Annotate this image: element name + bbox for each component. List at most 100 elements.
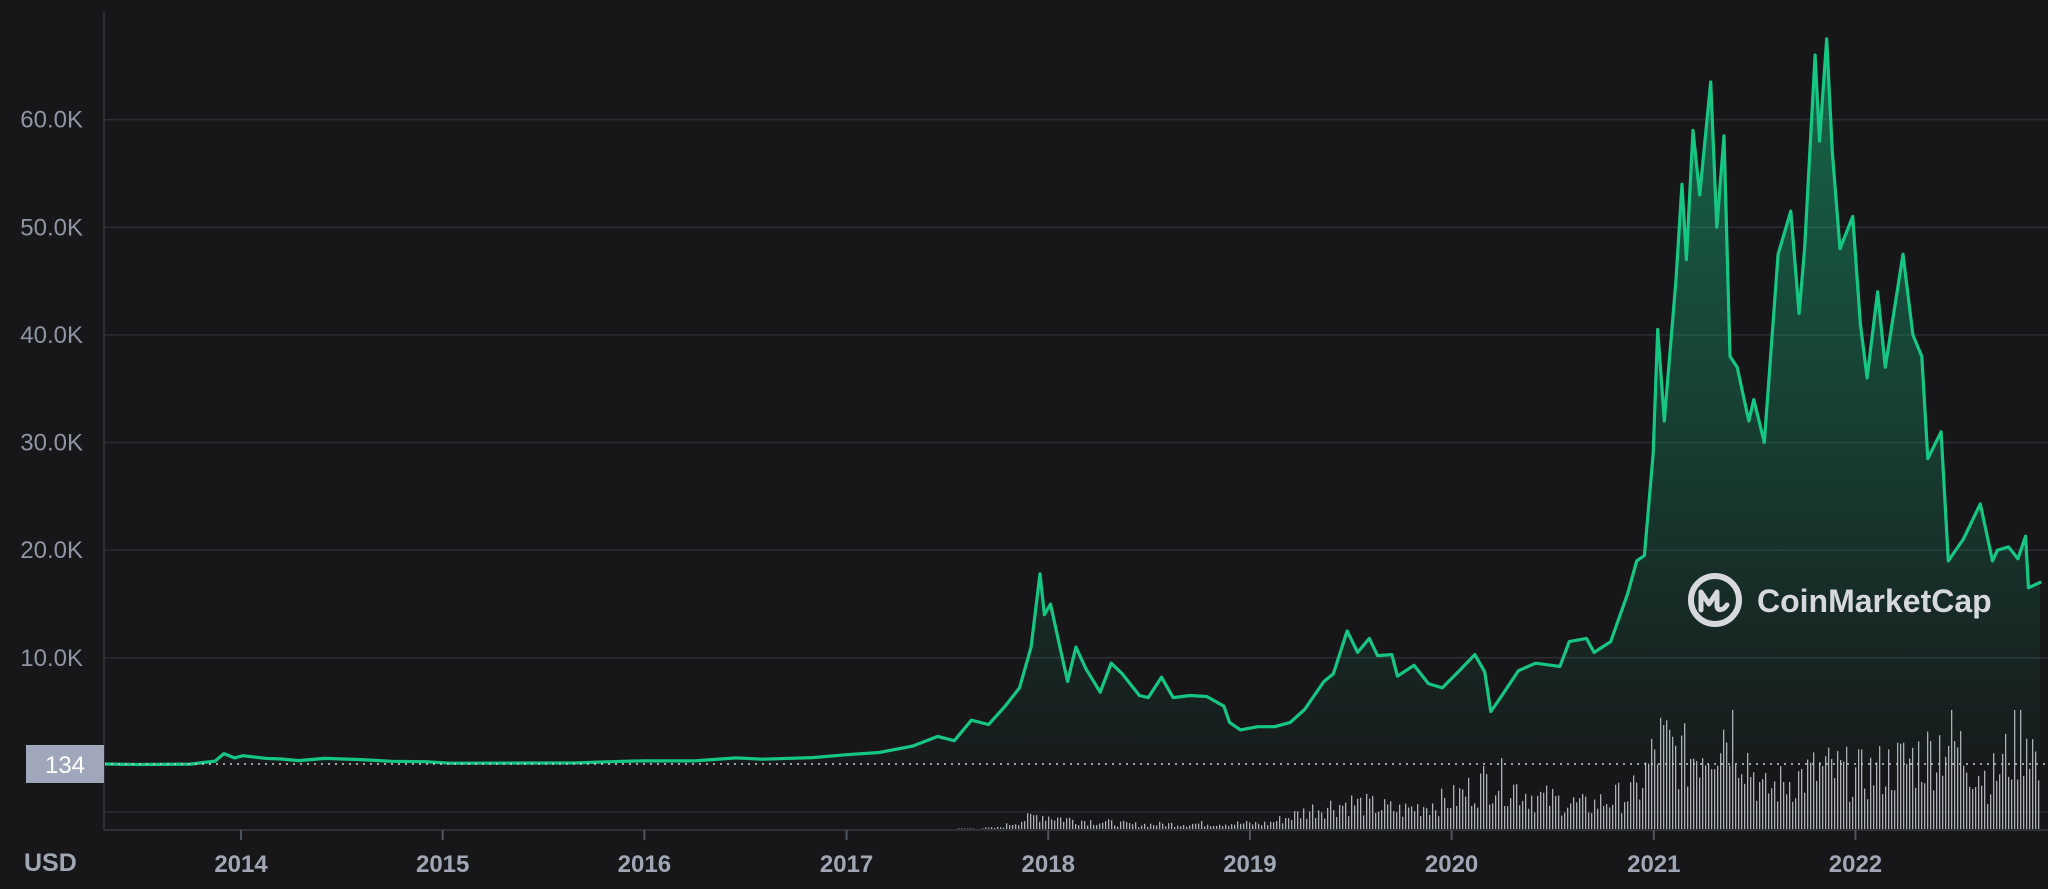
volume-bar [1954, 741, 1956, 830]
x-tick-label: 2020 [1425, 851, 1478, 878]
x-tick-label: 2022 [1829, 851, 1882, 878]
volume-bar [1981, 785, 1983, 830]
volume-bar [1936, 772, 1938, 830]
volume-bar [1069, 817, 1071, 830]
volume-bar [1975, 786, 1977, 830]
volume-bar [1792, 801, 1794, 830]
volume-bar [1963, 765, 1965, 830]
reference-price-badge: 134 [26, 744, 104, 783]
volume-bar [1039, 821, 1041, 830]
volume-bar [1372, 796, 1374, 830]
price-line [102, 37, 2042, 767]
volume-bar [1027, 813, 1029, 830]
y-tick-label: 60.0K [20, 107, 83, 134]
volume-bar [1810, 762, 1812, 830]
volume-bar [1483, 765, 1485, 830]
volume-bar [1291, 819, 1293, 830]
volume-bar [2026, 738, 2028, 830]
volume-bar [1021, 821, 1023, 830]
volume-bar [1198, 823, 1200, 830]
volume-bar [1660, 717, 1662, 830]
volume-bar [1087, 825, 1089, 830]
volume-bar [1468, 777, 1470, 830]
volume-bar [1564, 812, 1566, 830]
volume-bar [1477, 807, 1479, 830]
volume-bar [1009, 825, 1011, 830]
volume-bar [1717, 765, 1719, 830]
volume-bar [1705, 765, 1707, 830]
volume-bar [1414, 811, 1416, 830]
volume-bar [1702, 758, 1704, 830]
volume-bar [988, 827, 990, 830]
y-tick-label: 50.0K [20, 214, 83, 241]
y-tick-label: 20.0K [20, 537, 83, 564]
volume-bar [1294, 811, 1296, 830]
volume-bar [1288, 818, 1290, 830]
volume-bar [1642, 788, 1644, 830]
volume-bar [1948, 745, 1950, 830]
volume-bar [1582, 794, 1584, 830]
volume-bar [1879, 746, 1881, 830]
volume-bar [1738, 777, 1740, 830]
volume-bar [1996, 780, 1998, 830]
volume-bar [1846, 746, 1848, 830]
volume-bar [1213, 825, 1215, 830]
volume-bar [1282, 823, 1284, 830]
volume-bar [1999, 774, 2001, 830]
volume-bar [1003, 827, 1005, 830]
volume-bar [1051, 819, 1053, 830]
volume-bar [997, 827, 999, 830]
volume-bar [1783, 782, 1785, 830]
volume-bar [1639, 799, 1641, 830]
volume-bar [1108, 819, 1110, 830]
volume-bar [1000, 827, 1002, 830]
volume-bar [1357, 798, 1359, 830]
volume-bar [1303, 808, 1305, 830]
y-tick-label: 10.0K [20, 645, 83, 672]
volume-bar [2005, 733, 2007, 830]
volume-bar [1951, 710, 1953, 830]
grid-lines [104, 118, 2048, 813]
volume-bar [1816, 780, 1818, 830]
volume-bar [1960, 730, 1962, 830]
volume-bar [1822, 766, 1824, 830]
volume-bar [1168, 823, 1170, 830]
reference-price-badge-bg [26, 744, 104, 783]
volume-bar [1765, 772, 1767, 830]
volume-bar [1540, 791, 1542, 830]
volume-bar [1324, 818, 1326, 830]
volume-bar [1189, 825, 1191, 830]
volume-bar [1453, 785, 1455, 830]
volume-bar [1444, 797, 1446, 830]
volume-bar [1102, 822, 1104, 830]
volume-bar [1267, 825, 1269, 830]
volume-bar [1048, 816, 1050, 830]
volume-bar [1006, 823, 1008, 830]
volume-bar [1285, 818, 1287, 830]
volume-bar [1180, 826, 1182, 830]
volume-bar [1927, 731, 1929, 830]
volume-bar [1744, 783, 1746, 830]
volume-bar [1645, 762, 1647, 830]
volume-bar [1255, 821, 1257, 830]
volume-bar [1429, 814, 1431, 830]
volume-bar [1354, 805, 1356, 830]
volume-bar [1243, 823, 1245, 830]
volume-bar [1552, 789, 1554, 830]
volume-bar [1756, 800, 1758, 830]
volume-bar [1537, 795, 1539, 830]
volume-bar [1237, 821, 1239, 830]
volume-bar [2017, 779, 2019, 830]
volume-bar [1573, 797, 1575, 830]
volume-bar [1099, 823, 1101, 830]
volume-bar [1651, 738, 1653, 830]
volume-bar [1486, 774, 1488, 830]
volume-bar [1684, 723, 1686, 830]
volume-bar [1057, 817, 1059, 830]
volume-bar [1393, 811, 1395, 830]
volume-bar [1222, 826, 1224, 830]
volume-bar [1720, 753, 1722, 830]
volume-bar [1132, 824, 1134, 830]
